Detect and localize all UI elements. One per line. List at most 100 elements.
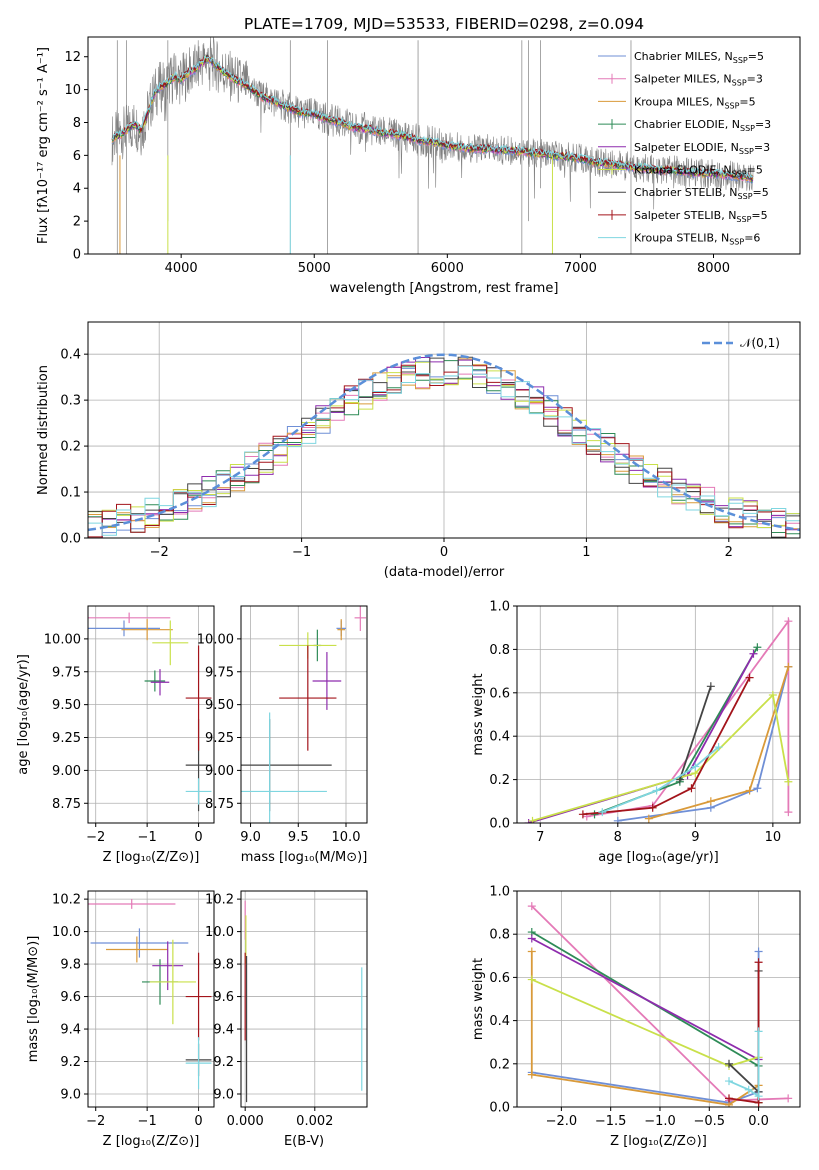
spectrum-ytick-label: 2 bbox=[73, 215, 81, 230]
weight-point-marker bbox=[527, 947, 536, 956]
age-vs-Z-ytick-label: 10.00 bbox=[44, 632, 81, 647]
weight-point-marker bbox=[648, 803, 657, 812]
weight-vs-age-plot-area bbox=[524, 617, 793, 823]
age-vs-Z-xtick-label: −2 bbox=[86, 830, 105, 845]
legend-label-subscript: SSP bbox=[724, 101, 739, 110]
histogram-step bbox=[88, 365, 800, 536]
spectrum-ytick-label: 12 bbox=[64, 50, 81, 65]
weight-point-marker bbox=[784, 617, 793, 626]
legend-label: Salpeter ELODIE, NSSP=3 bbox=[634, 141, 770, 156]
weight-vs-age-ylabel: mass weight bbox=[471, 673, 486, 755]
model-spectrum-line bbox=[111, 55, 754, 179]
weight-vs-age-xtick-label: 8 bbox=[614, 830, 622, 845]
residual-histogram-ytick-label: 0.2 bbox=[60, 440, 81, 455]
legend-label-subscript: SSP bbox=[729, 238, 744, 247]
weight-point-marker bbox=[784, 808, 793, 817]
weight-series-line bbox=[531, 937, 760, 1061]
age-vs-Z-plot-area bbox=[88, 612, 212, 812]
mass-vs-EBV-panel: 0.000 0.002 9.0 9.2 9.4 9.6 9.8 10.0 10.2 E(B-V) bbox=[205, 890, 368, 1149]
legend-label: Kroupa STELIB, NSSP=6 bbox=[634, 232, 760, 247]
data-point bbox=[150, 669, 170, 696]
weight-point-marker bbox=[706, 682, 715, 691]
residual-histogram-xtick-label: 0 bbox=[440, 545, 448, 560]
weight-point-marker bbox=[754, 1092, 763, 1101]
legend-entry: Chabrier STELIB, NSSP=5 bbox=[598, 186, 769, 201]
age-vs-mass-ytick-label: 9.75 bbox=[205, 665, 234, 680]
weight-point-marker bbox=[753, 784, 762, 793]
weight-vs-Z-ytick-label: 0.2 bbox=[489, 1057, 510, 1072]
weight-vs-Z-xtick-label: −1.5 bbox=[595, 1114, 627, 1129]
age-vs-mass-xlabel: mass [log₁₀(M/M⊙)] bbox=[241, 850, 368, 865]
legend-label-subscript: SSP bbox=[732, 170, 747, 179]
weight-vs-Z-plot-area bbox=[527, 902, 793, 1107]
weight-vs-age-xlabel: age [log₁₀(age/yr)] bbox=[598, 850, 719, 865]
mass-vs-Z-ytick-label: 9.2 bbox=[60, 1055, 81, 1070]
weight-point-marker bbox=[749, 649, 758, 658]
legend-entry: Kroupa ELODIE, NSSP=5 bbox=[598, 164, 763, 179]
mass-vs-Z-panel: −2 −1 0 9.0 9.2 9.4 9.6 9.8 10.0 10.2 Z [log₁₀(Z/Z… bbox=[26, 890, 215, 1149]
weight-point-marker bbox=[687, 784, 696, 793]
weight-vs-Z-ytick-label: 0.8 bbox=[489, 928, 510, 943]
spectrum-ylabel: Flux [fλ10⁻¹⁷ erg cm⁻² s⁻¹ A⁻¹] bbox=[36, 47, 51, 244]
spectrum-xtick-label: 6000 bbox=[431, 261, 464, 276]
weight-point-marker bbox=[754, 947, 763, 956]
weight-series-line bbox=[530, 951, 760, 1106]
mass-vs-EBV-ytick-label: 9.0 bbox=[213, 1088, 234, 1103]
weight-vs-age-xtick-label: 10 bbox=[765, 830, 782, 845]
mass-vs-EBV-ytick-label: 9.8 bbox=[213, 958, 234, 973]
data-point bbox=[88, 899, 176, 909]
age-vs-mass-panel: 9.0 9.5 10.0 8.75 9.00 9.25 9.50 9.75 10.00 mass … bbox=[197, 605, 368, 865]
weight-vs-age-ytick-label: 0.8 bbox=[489, 643, 510, 658]
weight-point-marker bbox=[745, 673, 754, 682]
histogram-legend: 𝒩(0,1) bbox=[702, 336, 780, 350]
weight-vs-age-ytick-label: 0.0 bbox=[489, 817, 510, 832]
legend-entry: Kroupa MILES, NSSP=5 bbox=[598, 95, 756, 110]
weight-point-marker bbox=[652, 786, 661, 795]
residual-histogram-xtick-label: 2 bbox=[725, 545, 733, 560]
mass-vs-Z-xtick-label: −2 bbox=[86, 1114, 105, 1129]
weight-series-line bbox=[582, 677, 751, 816]
spectrum-xtick-label: 4000 bbox=[165, 261, 198, 276]
mass-vs-EBV-frame bbox=[240, 890, 368, 1108]
weight-point-marker bbox=[691, 762, 700, 771]
data-point bbox=[312, 652, 342, 710]
legend-label: Kroupa MILES, NSSP=5 bbox=[634, 95, 756, 110]
weight-point-marker bbox=[725, 1059, 734, 1068]
legend-label-subscript: SSP bbox=[736, 215, 751, 224]
weight-series bbox=[578, 673, 754, 819]
mass-vs-Z-xlabel: Z [log₁₀(Z/Z⊙)] bbox=[103, 1134, 200, 1149]
weight-point-marker bbox=[527, 934, 536, 943]
weight-vs-age-ytick-label: 0.6 bbox=[489, 686, 510, 701]
spectrum-ytick-label: 8 bbox=[73, 116, 81, 131]
spectrum-ytick-label: 4 bbox=[73, 182, 81, 197]
mass-vs-EBV-ytick-label: 9.4 bbox=[213, 1023, 234, 1038]
legend-label: Chabrier MILES, NSSP=5 bbox=[634, 50, 764, 65]
weight-series-line bbox=[617, 666, 790, 822]
mass-vs-Z-ytick-label: 9.4 bbox=[60, 1023, 81, 1038]
legend-label: Salpeter STELIB, NSSP=5 bbox=[634, 209, 768, 224]
weight-point-marker bbox=[706, 797, 715, 806]
age-vs-Z-panel: −2 −1 0 8.75 9.00 9.25 9.50 9.75 10.00 Z [log₁₀(Z… bbox=[16, 605, 215, 865]
age-vs-mass-ytick-label: 8.75 bbox=[205, 797, 234, 812]
residual-histogram-xtick-label: −1 bbox=[292, 545, 311, 560]
weight-vs-age-ytick-label: 1.0 bbox=[489, 600, 510, 615]
weight-series bbox=[528, 690, 793, 823]
weight-point-marker bbox=[753, 643, 762, 652]
legend-label-count: =3 bbox=[747, 73, 763, 86]
weight-series bbox=[527, 975, 763, 1070]
data-point bbox=[241, 712, 327, 823]
mass-vs-EBV-ytick-label: 9.2 bbox=[213, 1055, 234, 1070]
legend-label-subscript: SSP bbox=[739, 147, 754, 156]
weight-point-marker bbox=[784, 1094, 793, 1103]
weight-point-marker bbox=[644, 814, 653, 823]
legend-label-subscript: SSP bbox=[738, 192, 753, 201]
weight-series-line bbox=[601, 746, 720, 813]
legend-label: Chabrier ELODIE, NSSP=3 bbox=[634, 118, 771, 133]
weight-vs-age-ytick-label: 0.4 bbox=[489, 730, 510, 745]
weight-series-line bbox=[532, 693, 790, 822]
age-vs-Z-ytick-label: 9.50 bbox=[52, 698, 81, 713]
weight-vs-Z-xtick-label: −2.0 bbox=[546, 1114, 578, 1129]
legend-label: Salpeter MILES, NSSP=3 bbox=[634, 73, 763, 88]
residual-histogram-ytick-label: 0.1 bbox=[60, 486, 81, 501]
weight-series bbox=[598, 743, 723, 817]
